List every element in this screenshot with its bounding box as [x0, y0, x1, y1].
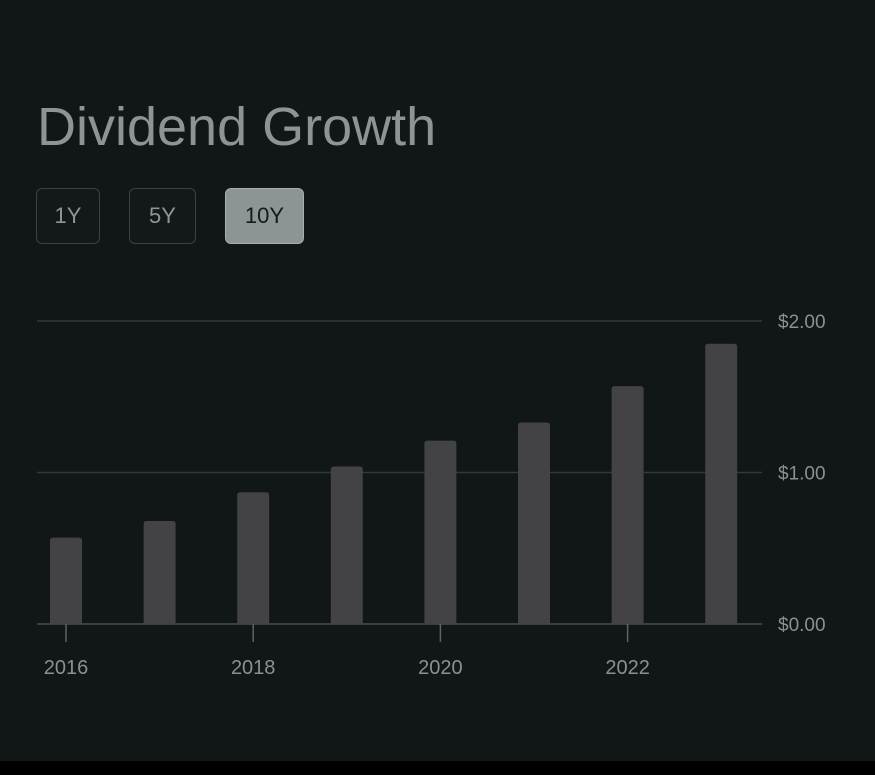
bar-2019[interactable]: [330, 466, 363, 624]
y-tick-label: $1.00: [778, 464, 826, 485]
x-tick-label: 2018: [231, 657, 276, 679]
x-tick-label: 2020: [418, 657, 463, 679]
bar-2023[interactable]: [705, 343, 738, 624]
x-tick-label: 2016: [44, 657, 89, 679]
y-axis-labels: $0.00 $1.00 $2.00: [778, 312, 826, 636]
bar-2017[interactable]: [143, 520, 176, 624]
bar-2022[interactable]: [611, 386, 644, 624]
range-button-10y[interactable]: 10Y: [225, 188, 304, 244]
range-button-5y[interactable]: 5Y: [129, 188, 196, 244]
y-tick-label: $2.00: [778, 312, 826, 333]
bar-2016[interactable]: [50, 537, 82, 624]
bars: [50, 343, 738, 624]
bar-2018[interactable]: [237, 492, 270, 624]
bar-2020[interactable]: [424, 440, 457, 624]
bar-2021[interactable]: [518, 422, 550, 624]
page-title: Dividend Growth: [37, 97, 437, 157]
y-tick-label: $0.00: [778, 615, 826, 636]
x-axis: 2016 2018 2020 2022: [44, 624, 650, 679]
x-tick-label: 2022: [605, 657, 650, 679]
range-button-1y[interactable]: 1Y: [36, 188, 100, 244]
